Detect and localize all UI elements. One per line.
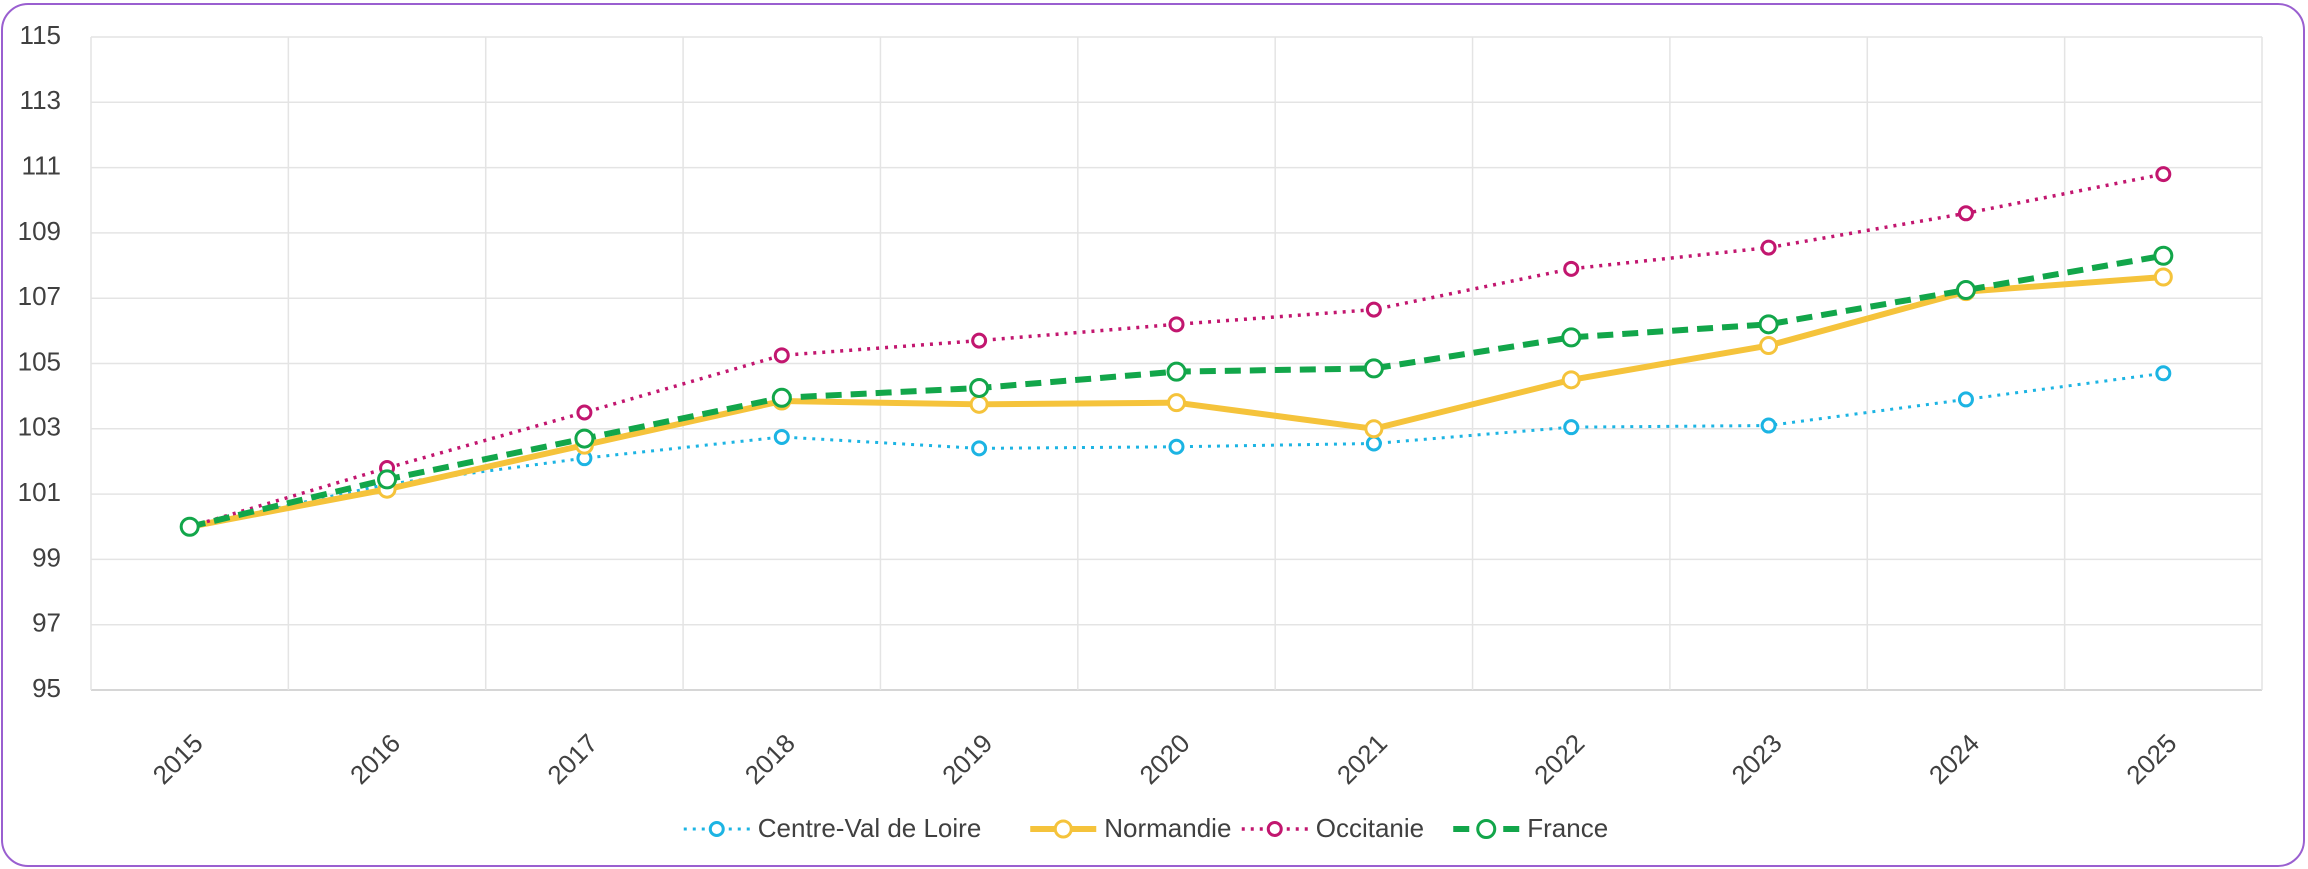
data-point [1758, 314, 1779, 335]
y-tick-label: 109 [18, 216, 61, 246]
series-line [189, 172, 2164, 529]
data-point [1563, 419, 1580, 436]
data-point [771, 387, 792, 408]
data-point [1760, 239, 1777, 256]
y-tick-label: 99 [32, 542, 61, 572]
data-point [969, 377, 990, 398]
data-point [1365, 301, 1382, 318]
y-tick-label: 95 [32, 673, 61, 703]
legend-label: Normandie [1104, 813, 1231, 843]
chart-frame [1, 3, 2305, 867]
data-point [377, 469, 398, 490]
legend-marker [708, 821, 725, 837]
legend-marker [1476, 819, 1497, 839]
data-point [2153, 245, 2174, 266]
data-point [1955, 280, 1976, 301]
data-point [1957, 205, 1974, 222]
y-tick-label: 111 [21, 150, 61, 180]
y-tick-label: 97 [32, 608, 61, 638]
data-point [971, 440, 988, 457]
y-tick-label: 101 [18, 477, 61, 507]
data-point [1561, 370, 1581, 390]
data-point [1363, 358, 1384, 379]
legend-label: France [1527, 813, 1608, 843]
data-point [2153, 267, 2173, 287]
data-point [1957, 391, 1974, 408]
series-line [189, 371, 2164, 529]
data-point [971, 332, 988, 349]
y-tick-label: 113 [20, 85, 61, 115]
data-point [1563, 260, 1580, 277]
legend-label: Centre-Val de Loire [758, 813, 982, 843]
legend-marker [1266, 821, 1283, 837]
data-point [773, 428, 790, 445]
data-point [1759, 336, 1779, 356]
data-point [576, 404, 593, 421]
data-point [1561, 327, 1582, 348]
data-point [2155, 166, 2172, 183]
legend-label: Occitanie [1316, 813, 1424, 843]
data-point [1760, 417, 1777, 434]
y-tick-label: 107 [18, 281, 61, 311]
legend-marker [1053, 819, 1073, 839]
data-point [969, 394, 989, 414]
data-point [1168, 438, 1185, 455]
data-point [2155, 365, 2172, 382]
data-point [1168, 316, 1185, 333]
data-point [773, 347, 790, 364]
y-tick-label: 105 [18, 346, 61, 376]
data-point [1167, 393, 1186, 413]
data-point [179, 516, 200, 537]
data-point [1166, 361, 1187, 382]
data-point [574, 428, 595, 449]
y-tick-label: 115 [20, 20, 61, 50]
data-point [1365, 435, 1382, 452]
data-point [1364, 419, 1384, 439]
y-tick-label: 103 [18, 412, 61, 442]
